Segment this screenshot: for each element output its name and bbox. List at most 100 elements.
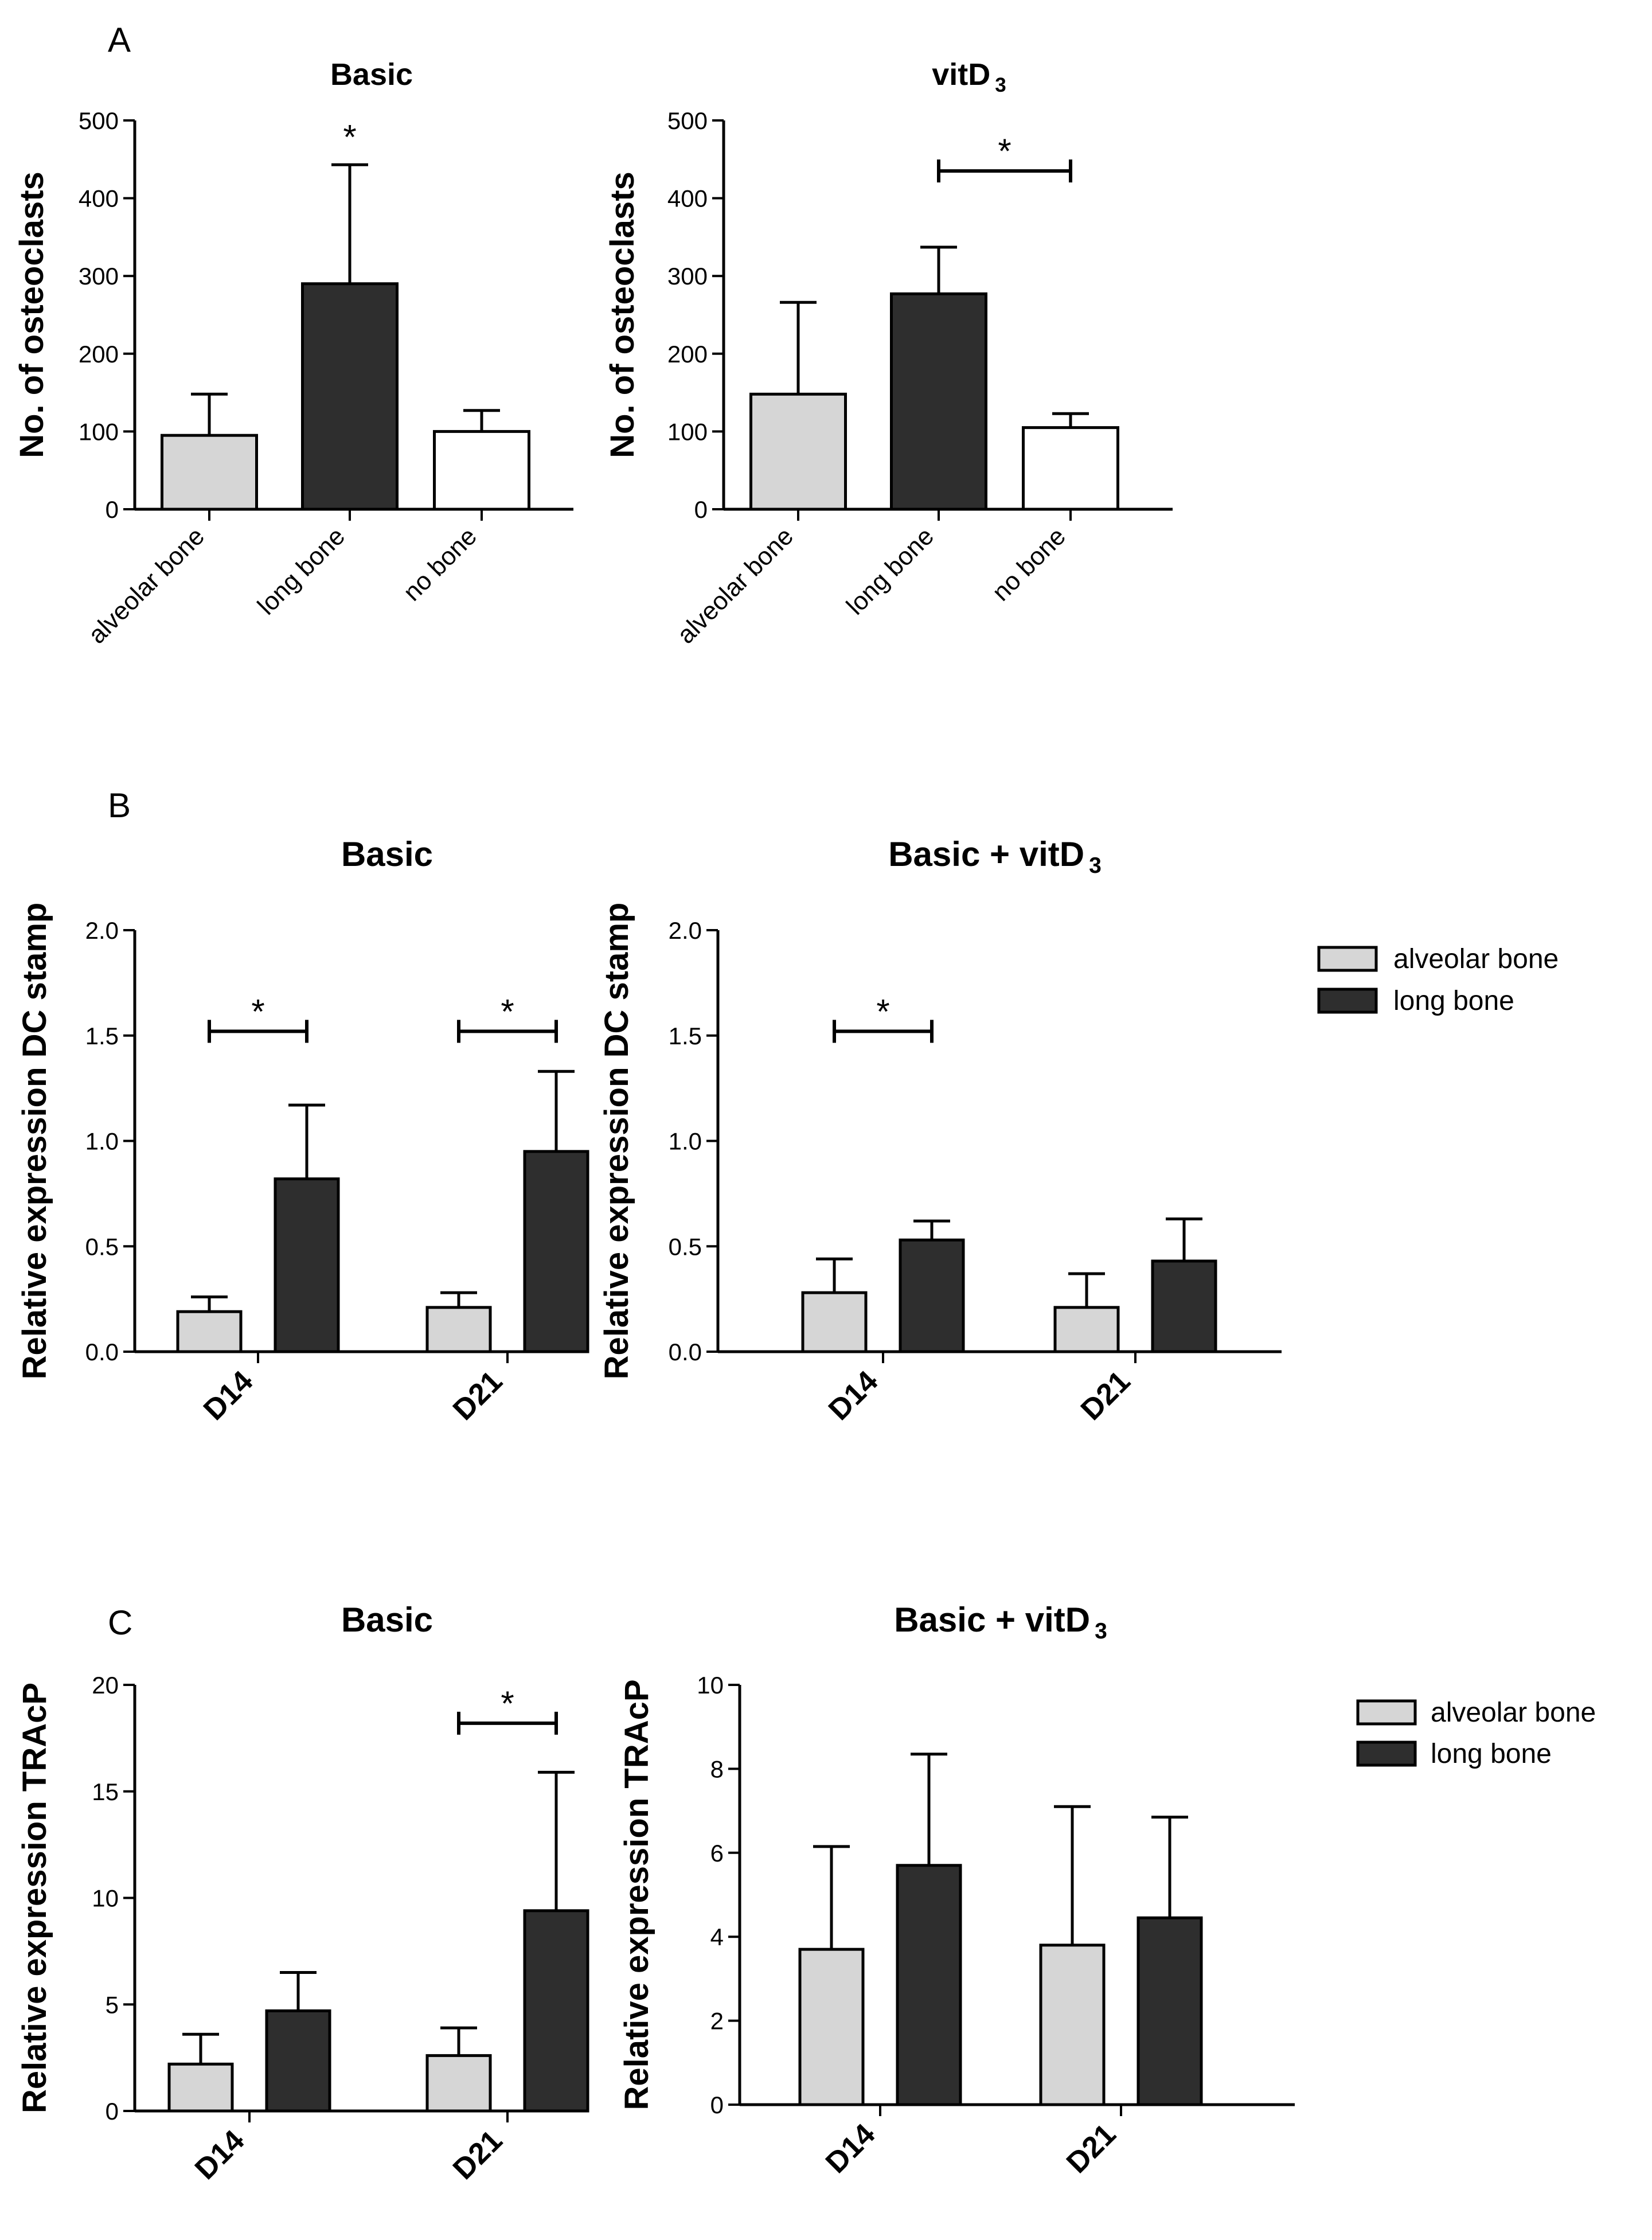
- y-tick-label: 400: [79, 185, 119, 212]
- chart-a-vitd3: vitD 3 No. of osteoclasts 0 100 200 300 400 500 a…: [604, 57, 1173, 649]
- y-tick-label: 6: [710, 1840, 724, 1867]
- y-tick-label: 0.0: [669, 1338, 702, 1365]
- bar: [301, 282, 399, 511]
- x-tick-label: long bone: [252, 522, 350, 620]
- chart-c-vitd3: Basic + vitD 3 Relative expression TRAcP 0 2…: [618, 1601, 1295, 2180]
- chart-title: Basic: [341, 1601, 433, 1639]
- panel-letter-a: A: [108, 21, 131, 59]
- bar: [265, 2009, 331, 2113]
- y-tick-label: 1.0: [85, 1128, 119, 1155]
- legend-b-label-alveolar: alveolar bone: [1393, 944, 1559, 974]
- significance-star: *: [251, 992, 264, 1031]
- chart-title-main: Basic + vitD: [888, 835, 1084, 873]
- x-tick-label: D21: [447, 1364, 509, 1426]
- x-tick-label: D21: [1075, 1364, 1137, 1426]
- bar: [161, 434, 258, 511]
- x-tick-label: alveolar bone: [672, 522, 799, 649]
- bar: [899, 1238, 965, 1353]
- legend-b-swatch-alveolar: [1317, 946, 1378, 972]
- legend-b-swatch-long: [1317, 988, 1378, 1014]
- bar: [896, 1864, 962, 2106]
- chart-c-basic: Basic Relative expression TRAcP 0 5 10 15 20 D1…: [16, 1601, 589, 2186]
- bar: [425, 2054, 492, 2113]
- x-tick-label: no bone: [398, 522, 482, 606]
- chart-title: Basic: [341, 835, 433, 873]
- bar: [176, 1310, 243, 1353]
- y-tick-label: 200: [667, 341, 708, 368]
- panel-letter-c: C: [108, 1603, 132, 1642]
- legend-c-label-alveolar: alveolar bone: [1431, 1697, 1596, 1728]
- x-tick-label: D14: [822, 1364, 885, 1427]
- y-tick-label: 8: [710, 1755, 724, 1782]
- chart-title: Basic + vitD 3: [888, 835, 1102, 878]
- significance-star: *: [501, 992, 514, 1031]
- x-tick-label: no bone: [987, 522, 1071, 606]
- chart-title-main: Basic: [341, 1601, 433, 1639]
- legend-c-swatch-long: [1356, 1741, 1417, 1767]
- bar: [749, 392, 847, 511]
- y-tick-label: 0.5: [85, 1233, 119, 1260]
- chart-b-vitd3: Basic + vitD 3 Relative expression DC stam…: [598, 835, 1282, 1427]
- y-tick-label: 0.5: [669, 1233, 702, 1260]
- bar: [523, 1150, 589, 1353]
- y-tick-label: 5: [106, 1991, 119, 2018]
- chart-title-main: Basic: [341, 835, 433, 873]
- x-tick-label: D14: [819, 2117, 882, 2180]
- y-tick-label: 2: [710, 2008, 724, 2035]
- legend-c: alveolar bone long bone: [1356, 1697, 1596, 1769]
- significance-star: *: [501, 1684, 514, 1723]
- y-tick-label: 20: [92, 1672, 119, 1699]
- y-tick-label: 10: [697, 1672, 724, 1699]
- x-tick-label: alveolar bone: [83, 522, 210, 649]
- bar: [1022, 426, 1119, 511]
- bar: [433, 430, 530, 511]
- chart-title-subscript: 3: [1089, 853, 1102, 878]
- significance-star: *: [998, 132, 1011, 170]
- chart-title: Basic + vitD 3: [894, 1601, 1107, 1644]
- legend-b: alveolar bone long bone: [1317, 944, 1559, 1016]
- y-tick-label: 100: [667, 418, 708, 445]
- legend-c-swatch-alveolar: [1356, 1699, 1417, 1726]
- chart-title-subscript: 3: [1095, 1619, 1107, 1644]
- y-tick-label: 0.0: [85, 1338, 119, 1365]
- significance-star: *: [343, 118, 356, 156]
- bar: [425, 1306, 492, 1353]
- y-axis-label: Relative expression DC stamp: [598, 903, 635, 1380]
- y-tick-label: 400: [667, 185, 708, 212]
- bar: [1039, 1944, 1106, 2106]
- chart-title: vitD 3: [932, 57, 1006, 96]
- x-tick-label: long bone: [841, 522, 939, 620]
- chart-title-subscript: 3: [995, 74, 1006, 96]
- y-axis-label: No. of osteoclasts: [604, 171, 641, 458]
- x-tick-label: D14: [189, 2124, 251, 2186]
- y-tick-label: 2.0: [85, 917, 119, 944]
- legend-b-label-long: long bone: [1393, 986, 1514, 1016]
- bar: [167, 2062, 234, 2113]
- chart-b-basic: Basic Relative expression DC stamp 0.0 0.5 1…: [16, 835, 589, 1427]
- y-tick-label: 1.5: [85, 1023, 119, 1049]
- y-tick-label: 100: [79, 418, 119, 445]
- bar: [890, 292, 987, 511]
- y-tick-label: 0: [694, 496, 708, 523]
- bar: [1053, 1306, 1120, 1353]
- bar: [1151, 1259, 1217, 1353]
- y-axis-label: Relative expression TRAcP: [618, 1679, 655, 2110]
- y-tick-label: 1.5: [669, 1023, 702, 1049]
- y-tick-label: 300: [667, 263, 708, 290]
- y-tick-label: 500: [667, 107, 708, 134]
- y-tick-label: 10: [92, 1885, 119, 1912]
- x-tick-label: D21: [447, 2124, 509, 2186]
- x-tick-label: D21: [1060, 2117, 1122, 2179]
- chart-title-main: Basic: [330, 57, 413, 92]
- chart-title-main: vitD: [932, 57, 990, 92]
- panel-letter-b: B: [108, 786, 131, 825]
- y-tick-label: 0: [710, 2091, 724, 2118]
- bar: [274, 1177, 340, 1353]
- y-axis-label: No. of osteoclasts: [13, 171, 50, 458]
- bar: [1137, 1916, 1203, 2106]
- chart-a-basic: Basic No. of osteoclasts 0 100 200 300 400 500 a…: [13, 57, 573, 649]
- y-axis-label: Relative expression DC stamp: [16, 903, 53, 1380]
- bar: [801, 1291, 868, 1353]
- y-tick-label: 200: [79, 341, 119, 368]
